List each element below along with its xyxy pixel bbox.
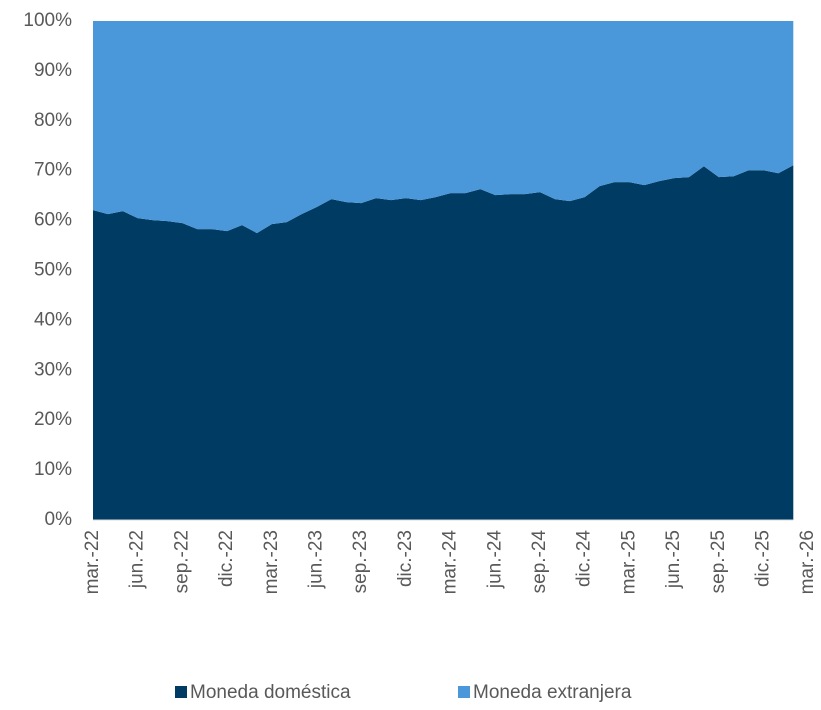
y-tick-label: 30% (34, 359, 72, 380)
x-tick-label: dic.-23 (395, 530, 416, 587)
x-tick-label: dic.-25 (753, 530, 774, 587)
x-tick-label: mar.-22 (82, 530, 103, 594)
y-tick-label: 20% (34, 409, 72, 430)
y-tick-label: 40% (34, 309, 72, 330)
x-tick-label: sep.-25 (708, 530, 729, 593)
legend-swatch (175, 686, 187, 698)
area (93, 165, 794, 520)
x-tick-label: dic.-22 (216, 530, 237, 587)
x-tick-label: dic.-24 (574, 530, 595, 587)
y-tick-label: 0% (45, 509, 73, 530)
x-tick-label: mar.-24 (440, 530, 461, 595)
x-tick-label: mar.-26 (797, 530, 818, 594)
y-tick-label: 10% (34, 459, 72, 480)
legend-label: Moneda extranjera (473, 682, 632, 703)
y-tick-label: 80% (34, 110, 72, 131)
x-tick-label: jun.-25 (663, 530, 684, 589)
x-tick-label: jun.-22 (127, 530, 148, 589)
y-tick-label: 70% (34, 160, 72, 181)
legend-label: Moneda doméstica (190, 682, 351, 703)
legend-swatch (458, 686, 470, 698)
y-tick-label: 60% (34, 210, 72, 231)
x-tick-label: sep.-22 (171, 530, 192, 593)
x-tick-label: jun.-23 (306, 530, 327, 589)
y-tick-label: 90% (34, 60, 72, 81)
y-tick-label: 50% (34, 260, 72, 281)
x-tick-label: mar.-23 (261, 530, 282, 594)
x-tick-label: sep.-23 (350, 530, 371, 593)
x-tick-label: mar.-25 (618, 530, 639, 594)
area (93, 21, 794, 234)
y-tick-label: 100% (23, 10, 72, 31)
x-tick-label: jun.-24 (484, 530, 505, 590)
x-tick-label: sep.-24 (529, 530, 550, 594)
